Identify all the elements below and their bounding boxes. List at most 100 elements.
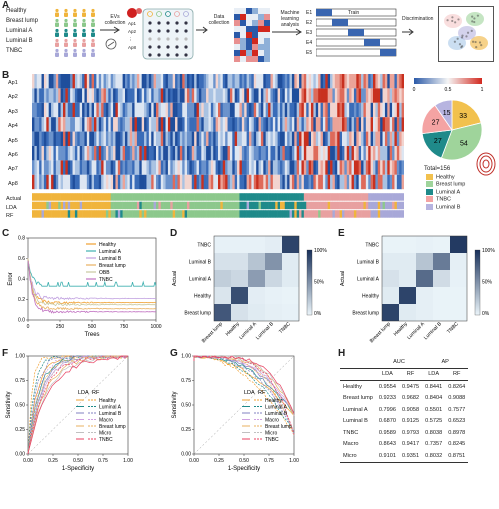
y-axis-label: Actual	[172, 271, 178, 286]
y-axis-label: Sensitivity	[6, 391, 12, 418]
error-series-line	[27, 260, 157, 287]
legend-label: Micro	[99, 430, 111, 436]
x-tick-label: 0.00	[189, 458, 199, 464]
header-auc: AUC	[375, 356, 423, 369]
person-icon	[82, 28, 86, 37]
person-icon	[91, 38, 95, 47]
matrix-colorbar	[474, 249, 481, 316]
pie-legend: Healthy Breast lump Luminal A TNBC Luminal B	[426, 174, 465, 211]
heatmap-row-label: Ap5	[8, 137, 18, 144]
matrix-cell	[282, 287, 299, 304]
matrix-cell	[399, 287, 416, 304]
sub-header: RF	[453, 371, 461, 378]
table-cell: 0.8978	[448, 429, 466, 436]
x-tick-label: 0.25	[214, 458, 224, 464]
table-cell: 0.8404	[425, 395, 443, 402]
y-tick-label: 0.00	[15, 452, 25, 458]
auc-ap-table: AUC AP LDA RF LDA RF Healthy 0.9554 0.9475…	[340, 356, 469, 463]
heatmap-row-label: Ap7	[8, 166, 18, 173]
matrix-cell	[450, 253, 467, 270]
y-tick-label: 1.00	[181, 354, 191, 360]
matrix-cell	[231, 270, 248, 287]
table-cell: 0.9058	[401, 406, 420, 413]
matrix-cell	[265, 253, 282, 270]
matrix-cell	[265, 270, 282, 287]
x-tick-label: 1.00	[123, 458, 133, 464]
table-row: Luminal A 0.7996 0.9058 0.5501 0.7577	[340, 404, 468, 416]
group-label-breast-lump: Breast lump	[6, 18, 39, 24]
matrix-cell	[214, 236, 231, 253]
matrix-cell	[282, 270, 299, 287]
heatmap-row-label: Ap8	[8, 180, 18, 187]
group-label-luminal-b: Luminal B	[6, 38, 33, 44]
person-icon	[73, 28, 77, 37]
colorbar-tick: 100%	[482, 248, 495, 254]
person-icon	[55, 48, 59, 57]
x-axis-label: 1-Specificity	[228, 466, 260, 472]
heatmap-row-label: Ap3	[8, 108, 18, 115]
x-tick-label: 250	[56, 324, 65, 330]
table-cell: 0.6870	[378, 418, 396, 425]
colorbar-tick: 0%	[482, 311, 490, 317]
x-tick-label: 0.25	[48, 458, 58, 464]
matrix-colorbar	[306, 249, 313, 316]
matrix-cell	[450, 236, 467, 253]
table-cell: 0.9793	[401, 429, 420, 436]
total-label: Total=156	[424, 166, 451, 172]
y-tick-label: 0.00	[181, 452, 191, 458]
error-curve-chart: 0 250 500 750 1000 0.0 0.2 0.4 0.6 0.8 Trees Error H…	[8, 236, 162, 339]
person-icon	[73, 38, 77, 47]
fold-label: E2	[306, 20, 313, 26]
matrix-cell	[416, 236, 433, 253]
matrix-cell	[450, 304, 467, 321]
arrow-icon	[402, 28, 414, 36]
table-cell: 0.7996	[378, 406, 396, 413]
heatmap-row-labels: Ap1 Ap2 Ap3 Ap4 Ap5 Ap6 Ap7 Ap8	[8, 76, 32, 191]
y-tick-label: 0.25	[15, 427, 25, 433]
matrix-cell	[265, 304, 282, 321]
heatmap-row-label: Ap1	[8, 80, 18, 86]
colorbar-tick: 100%	[314, 248, 327, 254]
fold-label: E5	[306, 50, 313, 56]
panel-label-d: D	[170, 228, 178, 239]
legend-label: OBB	[99, 270, 110, 276]
cv-folds: E1 E2 E3 E4 E5 Train	[306, 8, 406, 64]
table-cell: 0.9589	[378, 429, 396, 436]
confusion-matrix-lda: TNBC Breast lump Luminal B Healthy Luminal A…	[172, 235, 327, 344]
table-cell: 0.5725	[425, 418, 443, 425]
pie-slice	[434, 99, 453, 132]
aptamer-heatmap	[32, 74, 404, 218]
matrix-cell	[433, 287, 450, 304]
row-label: Healthy	[343, 383, 362, 390]
fingerprint-icon	[476, 152, 496, 176]
legend-swatch	[426, 196, 433, 203]
matrix-cell	[416, 304, 433, 321]
table-cell: 0.8038	[425, 429, 443, 436]
table-cell: 0.9233	[378, 395, 396, 402]
plate-label-dots: ⋮	[128, 37, 133, 42]
matrix-cell	[282, 236, 299, 253]
matrix-cell	[433, 253, 450, 270]
person-icon	[91, 18, 95, 27]
table-cell: 0.8264	[448, 383, 466, 390]
row-class-label: Luminal A	[357, 277, 380, 283]
group-label-tnbc: TNBC	[6, 48, 23, 54]
y-tick-label: 0.4	[18, 277, 25, 283]
plate-row-labels: Ap1 Ap2 ⋮ Ap8	[128, 20, 136, 52]
row-class-label: TNBC	[197, 243, 211, 249]
row-class-label: TNBC	[365, 243, 379, 249]
matrix-cell	[214, 270, 231, 287]
roc-series-line	[193, 355, 295, 434]
row-class-label: Breast lump	[184, 311, 211, 317]
x-tick-label: 500	[88, 324, 97, 330]
col-class-label: TNBC	[446, 321, 460, 335]
cb-tick-0: 0	[413, 87, 416, 93]
header-ap: AP	[422, 356, 469, 369]
person-icon	[73, 8, 77, 17]
confusion-matrix-rf: TNBC Breast lump Luminal B Healthy Luminal A…	[340, 235, 495, 344]
roc-series-line	[27, 355, 129, 455]
pie-slice-label: 27	[432, 120, 440, 127]
step-ml-analysis: Machine learning analysis	[280, 10, 300, 28]
table-cell: 0.7357	[425, 441, 443, 448]
cluster-plot	[438, 6, 494, 62]
